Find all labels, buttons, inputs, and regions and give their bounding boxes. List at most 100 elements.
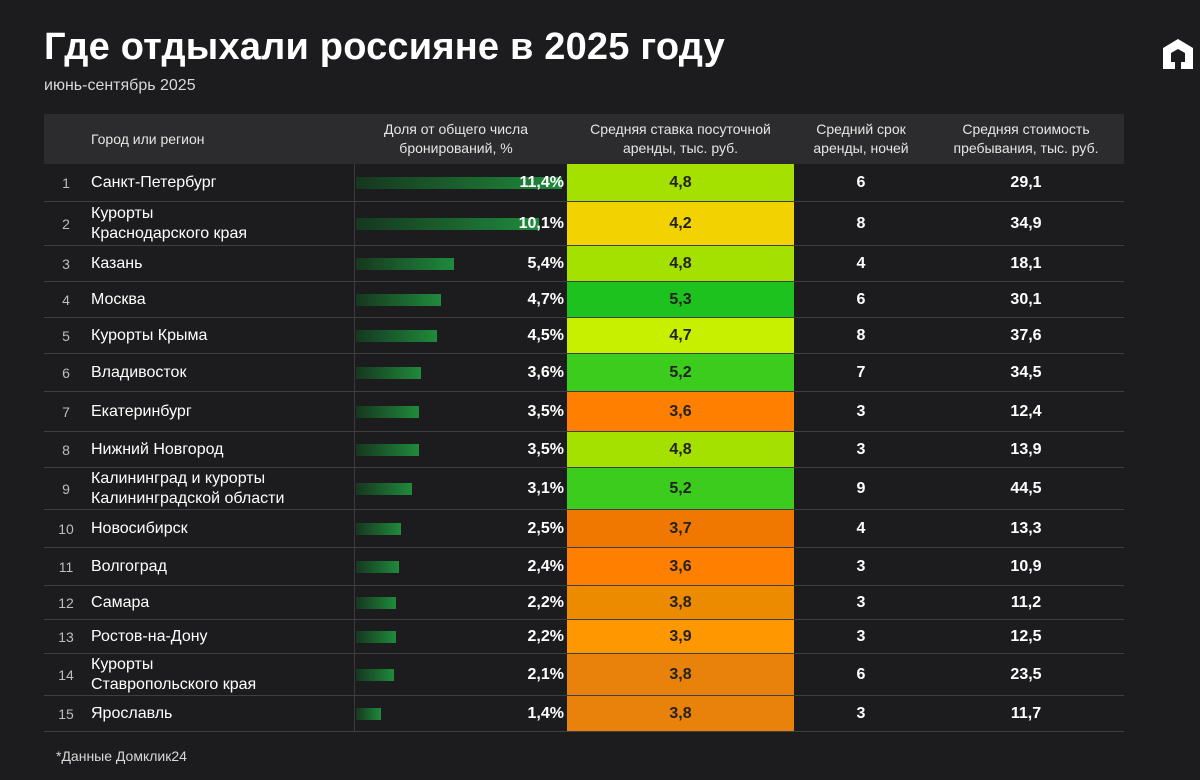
row-share-value: 3,5% [527, 403, 564, 420]
column-header-region: Город или регион [91, 130, 205, 147]
row-cost-value: 30,1 [1010, 291, 1042, 308]
row-rank: 2 [62, 216, 70, 232]
row-cost-value: 11,7 [1010, 705, 1042, 722]
row-nights-value: 6 [856, 666, 866, 683]
row-region-name: Санкт-Петербург [91, 174, 217, 191]
row-nights-value: 8 [856, 327, 866, 344]
row-share-value: 2,2% [527, 628, 564, 645]
row-share-value: 11,4% [519, 174, 564, 191]
row-rate-cell: 3,8 [567, 696, 794, 732]
table-row: 11 Волгоград 2,4% 3,6 3 10,9 [44, 548, 1124, 586]
table-row: 9 Калининград и курорты Калининградской о… [44, 468, 1124, 510]
row-nights-value: 4 [856, 255, 866, 272]
row-nights-value: 3 [856, 705, 866, 722]
row-nights-value: 4 [856, 520, 866, 537]
table-header [44, 114, 1124, 164]
table-row: 8 Нижний Новгород 3,5% 4,8 3 13,9 [44, 432, 1124, 468]
share-bar [356, 483, 412, 495]
row-rate-cell: 3,6 [567, 392, 794, 432]
row-region-name: Ярославль [91, 705, 173, 722]
row-region-name: Ростов-на-Дону [91, 628, 208, 645]
share-bar [356, 177, 562, 189]
row-region-name: Курорты Крыма [91, 327, 208, 344]
row-rate-cell: 3,9 [567, 620, 794, 654]
row-region-name: Волгоград [91, 558, 167, 575]
row-rank: 12 [58, 595, 74, 611]
row-rank: 8 [62, 442, 70, 458]
row-nights-value: 3 [856, 628, 866, 645]
row-share-value: 2,2% [527, 594, 564, 611]
row-region-name: Самара [91, 594, 150, 611]
row-cost-value: 44,5 [1010, 480, 1042, 497]
row-nights-value: 6 [856, 174, 866, 191]
row-rank: 6 [62, 365, 70, 381]
row-share-value: 2,5% [527, 520, 564, 537]
row-cost-value: 23,5 [1010, 666, 1042, 683]
row-share-value: 2,1% [527, 666, 564, 683]
row-rate-cell: 4,2 [567, 202, 794, 246]
row-share-value: 2,4% [527, 558, 564, 575]
row-rate-cell: 4,8 [567, 164, 794, 202]
row-rate-cell: 5,2 [567, 354, 794, 392]
row-share-value: 4,7% [527, 291, 564, 308]
row-rank: 5 [62, 328, 70, 344]
row-separator [44, 317, 1124, 318]
row-nights-value: 3 [856, 594, 866, 611]
table-row: 7 Екатеринбург 3,5% 3,6 3 12,4 [44, 392, 1124, 432]
row-nights-value: 3 [856, 403, 866, 420]
row-share-value: 5,4% [527, 255, 564, 272]
domclick-house-icon [1163, 39, 1193, 69]
row-separator [44, 281, 1124, 282]
row-separator [44, 653, 1124, 654]
data-table: Город или регион Доля от общего числа бр… [44, 114, 1124, 732]
row-cost-value: 10,9 [1010, 558, 1042, 575]
footnote: *Данные Домклик24 [56, 748, 187, 764]
row-region-name: Москва [91, 291, 146, 308]
column-header-share: Доля от общего числа бронирований, % [383, 121, 529, 156]
row-nights-value: 6 [856, 291, 866, 308]
row-nights-value: 8 [856, 215, 866, 232]
row-separator [44, 467, 1124, 468]
row-separator [44, 353, 1124, 354]
row-cost-value: 18,1 [1010, 255, 1042, 272]
row-rank: 10 [58, 521, 74, 537]
row-rate-cell: 3,8 [567, 586, 794, 620]
row-cost-value: 11,2 [1010, 594, 1042, 611]
row-share-value: 3,6% [527, 364, 564, 381]
row-rank: 3 [62, 256, 70, 272]
share-bar [356, 330, 437, 342]
share-bar [356, 631, 396, 643]
row-rank: 1 [62, 175, 70, 191]
row-cost-value: 34,9 [1010, 215, 1042, 232]
page-subtitle: июнь-сентябрь 2025 [44, 77, 196, 94]
share-bar [356, 367, 421, 379]
row-nights-value: 7 [856, 364, 866, 381]
row-rank: 7 [62, 404, 70, 420]
column-header-cost: Средняя стоимость пребывания, тыс. руб. [953, 121, 1099, 156]
row-cost-value: 13,3 [1010, 520, 1042, 537]
row-rate-cell: 4,8 [567, 246, 794, 282]
row-share-value: 1,4% [527, 705, 564, 722]
column-divider [354, 164, 355, 732]
row-cost-value: 37,6 [1010, 327, 1042, 344]
share-bar [356, 523, 401, 535]
table-row: 13 Ростов-на-Дону 2,2% 3,9 3 12,5 [44, 620, 1124, 654]
row-rank: 9 [62, 481, 70, 497]
share-bar [356, 669, 394, 681]
table-row: 4 Москва 4,7% 5,3 6 30,1 [44, 282, 1124, 318]
table-row: 10 Новосибирск 2,5% 3,7 4 13,3 [44, 510, 1124, 548]
row-separator [44, 245, 1124, 246]
row-region-name: Казань [91, 255, 143, 272]
row-separator [44, 431, 1124, 432]
row-separator [44, 619, 1124, 620]
share-bar [356, 597, 396, 609]
row-rate-cell: 3,8 [567, 654, 794, 696]
row-share-value: 4,5% [527, 327, 564, 344]
row-separator [44, 731, 1124, 732]
row-rank: 11 [58, 559, 74, 575]
row-separator [44, 201, 1124, 202]
row-cost-value: 13,9 [1010, 441, 1042, 458]
table-row: 12 Самара 2,2% 3,8 3 11,2 [44, 586, 1124, 620]
row-share-value: 3,5% [527, 441, 564, 458]
row-separator [44, 391, 1124, 392]
